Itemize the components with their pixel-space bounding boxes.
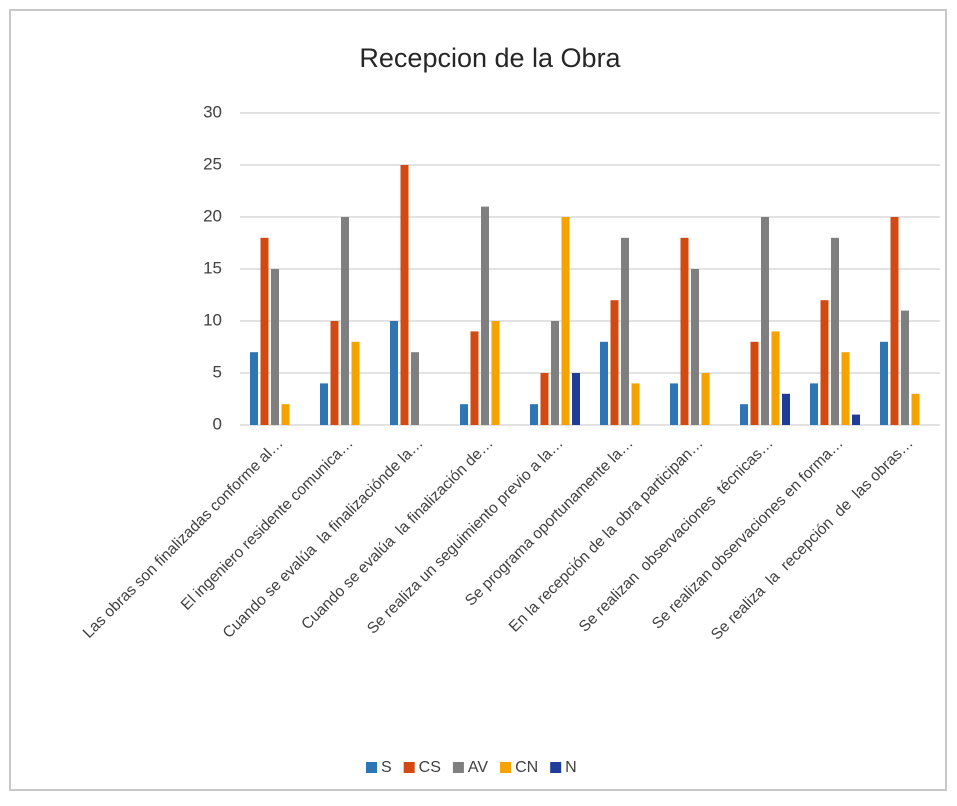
bar xyxy=(831,237,839,425)
bar xyxy=(491,321,500,425)
y-tick-label: 0 xyxy=(213,414,222,433)
bar xyxy=(551,321,559,425)
chart-title: Recepcion de la Obra xyxy=(359,43,621,73)
bar xyxy=(271,269,279,425)
bar xyxy=(260,237,269,425)
bar xyxy=(761,217,769,425)
bar xyxy=(470,331,479,425)
bar xyxy=(820,300,829,425)
bar xyxy=(852,414,860,425)
bar xyxy=(600,341,608,425)
bar xyxy=(561,217,570,425)
bar xyxy=(901,310,909,425)
y-tick-label: 30 xyxy=(203,102,222,121)
bar xyxy=(670,383,678,425)
bar xyxy=(740,404,748,425)
bar xyxy=(320,383,328,425)
bar xyxy=(540,373,549,425)
bar xyxy=(810,383,818,425)
bar xyxy=(341,217,349,425)
bar xyxy=(281,404,290,425)
bar xyxy=(680,237,689,425)
bar xyxy=(691,269,699,425)
legend-swatch xyxy=(366,762,377,773)
bar xyxy=(460,404,468,425)
bar xyxy=(841,352,850,425)
y-tick-label: 10 xyxy=(203,310,222,329)
legend-label: AV xyxy=(468,759,488,776)
bar xyxy=(890,217,899,425)
bar xyxy=(750,341,759,425)
bar xyxy=(250,352,258,425)
bar xyxy=(330,321,339,425)
bar xyxy=(771,331,780,425)
legend-label: N xyxy=(565,759,577,776)
bar xyxy=(411,352,419,425)
y-tick-label: 25 xyxy=(203,154,222,173)
legend-swatch xyxy=(403,762,415,773)
bar xyxy=(530,404,538,425)
bar xyxy=(351,341,360,425)
legend-swatch xyxy=(550,762,562,773)
bar xyxy=(880,341,888,425)
legend-swatch xyxy=(500,762,512,773)
bar xyxy=(621,237,629,425)
legend-label: CS xyxy=(419,759,441,776)
legend-swatch xyxy=(452,762,464,773)
bar xyxy=(701,373,710,425)
bar xyxy=(631,383,640,425)
legend-label: CN xyxy=(515,759,538,776)
bar xyxy=(400,165,409,425)
y-tick-label: 5 xyxy=(213,362,222,381)
y-tick-label: 15 xyxy=(203,258,222,277)
bar xyxy=(911,393,920,425)
bar xyxy=(610,300,619,425)
bar xyxy=(572,373,580,425)
bar xyxy=(390,321,398,425)
y-tick-label: 20 xyxy=(203,206,222,225)
bar xyxy=(782,393,790,425)
bar xyxy=(481,206,489,425)
legend-label: S xyxy=(381,759,392,776)
